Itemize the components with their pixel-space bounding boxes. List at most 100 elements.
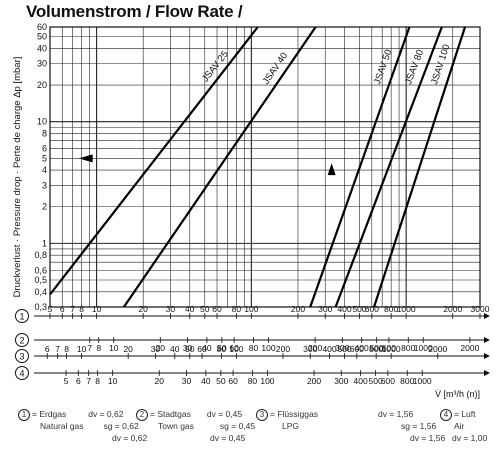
gas-1-name-en: Natural gas — [40, 421, 84, 431]
gas-2-name-en: Town gas — [158, 421, 194, 431]
scale-1-label-3000: 3000 — [471, 304, 490, 314]
scale-2-label-10: 10 — [109, 343, 119, 353]
gas-1-name-de: = Erdgas — [32, 409, 67, 420]
scale-3-label-8: 8 — [64, 344, 69, 354]
gas-4-name-de: = Luft — [454, 409, 476, 420]
legend-gas-4: 4 = Luft Air dv = 1,00 — [440, 409, 487, 444]
scale-1-label-300: 300 — [318, 304, 332, 314]
scale-1-label-500: 500 — [352, 304, 366, 314]
scale-4-label-400: 400 — [354, 376, 368, 386]
scale-2-label-80: 80 — [249, 343, 259, 353]
scale-3-label-600: 600 — [350, 344, 364, 354]
scale-3-label-60: 60 — [197, 344, 207, 354]
scale-2-label-40: 40 — [202, 343, 212, 353]
gas-3-sg: sg = 1,56 — [401, 421, 437, 431]
series-line-1 — [49, 26, 259, 296]
plot-frame — [49, 26, 481, 308]
scale-2-label-1000: 1000 — [414, 343, 433, 353]
y-tick-label-1: 1 — [42, 238, 47, 248]
scale-4-label-10: 10 — [108, 376, 118, 386]
scale-4-label-50: 50 — [216, 376, 226, 386]
scale-3-label-1000: 1000 — [382, 344, 401, 354]
scale-4-circle — [15, 366, 29, 380]
gas-4-circle: 4 — [440, 409, 452, 421]
scale-1-label-6: 6 — [60, 304, 65, 314]
scale-2-label-300: 300 — [335, 343, 349, 353]
gas-3-name-en: LPG — [282, 421, 300, 431]
scale-1-number: 1 — [19, 312, 24, 322]
scale-4-label-40: 40 — [201, 376, 211, 386]
scale-4-label-200: 200 — [307, 376, 321, 386]
y-tick-label-40: 40 — [37, 43, 47, 53]
y-tick-label-5: 5 — [42, 153, 47, 163]
y-tick-label-30: 30 — [37, 59, 47, 69]
y-tick-label-4: 4 — [42, 165, 47, 175]
scale-1-label-200: 200 — [291, 304, 305, 314]
scale-1-circle — [15, 309, 29, 323]
scale-4-arrowhead — [484, 370, 490, 376]
scale-3-label-20: 20 — [123, 344, 133, 354]
legend-gas-3: 3 = Flüssiggas dv = 1,56 LPG sg = 1,56 dv =… — [256, 409, 445, 444]
scale-2-circle — [15, 333, 29, 347]
chart-title: Volumenstrom / Flow Rate / — [26, 2, 243, 21]
scale-1-label-40: 40 — [185, 304, 195, 314]
gas-4-name-en: Air — [454, 421, 465, 431]
scale-3-label-200: 200 — [276, 344, 290, 354]
scale-2-label-8: 8 — [96, 343, 101, 353]
gas-2-dv: dv = 0,45 — [206, 409, 243, 420]
scale-4-label-500: 500 — [369, 376, 383, 386]
annotation-arrow-1 — [78, 154, 93, 163]
gas-1-sg: sg = 0,62 — [103, 421, 139, 431]
scale-3-label-500: 500 — [337, 344, 351, 354]
scale-4-label-6: 6 — [76, 376, 81, 386]
scale-3-label-7: 7 — [55, 344, 60, 354]
scale-4-label-5: 5 — [64, 376, 69, 386]
y-tick-label-0-5: 0,5 — [34, 275, 47, 285]
flow-rate-chart: 0,30,40,50,60,81234568102030405060Druckv… — [12, 22, 490, 399]
series-line-4 — [334, 26, 443, 308]
scale-4-label-300: 300 — [334, 376, 348, 386]
gas-1-dv: dv = 0,62 — [88, 409, 124, 420]
gas-2-sg: sg = 0,45 — [219, 421, 256, 431]
scale-4-label-1000: 1000 — [413, 376, 432, 386]
legend-gas-1: 1 = Erdgas dv = 0,62 Natural gas sg = 0,62 … — [18, 409, 147, 444]
scale-1-label-10: 10 — [92, 304, 102, 314]
y-tick-label-6: 6 — [42, 144, 47, 154]
y-tick-label-0-3: 0,3 — [34, 302, 47, 312]
scale-4-label-7: 7 — [86, 376, 91, 386]
scale-3-label-400: 400 — [322, 344, 336, 354]
scale-1-label-600: 600 — [365, 304, 379, 314]
scale-2-arrowhead — [484, 337, 490, 343]
scale-1-label-30: 30 — [166, 304, 176, 314]
scale-3-label-800: 800 — [369, 344, 383, 354]
scale-2-label-400: 400 — [355, 343, 369, 353]
y-tick-label-8: 8 — [42, 128, 47, 138]
scale-3-label-2000: 2000 — [428, 344, 447, 354]
gas-2-circle: 2 — [136, 409, 148, 421]
scale-3-arrowhead — [484, 353, 490, 359]
y-tick-label-0-4: 0,4 — [34, 287, 47, 297]
scale-1-label-1000: 1000 — [397, 304, 416, 314]
scale-1-label-80: 80 — [232, 304, 242, 314]
scale-2-number: 2 — [19, 336, 24, 346]
scale-3-label-300: 300 — [303, 344, 317, 354]
gas-2-name-de: = Stadtgas — [150, 409, 191, 420]
gas-2-d: dv = 0,45 — [210, 432, 246, 443]
gas-3-circle: 3 — [256, 409, 268, 421]
scale-3-label-30: 30 — [151, 344, 161, 354]
gas-4-d: dv = 1,00 — [452, 432, 488, 443]
scale-2-label-20: 20 — [156, 343, 166, 353]
scale-3-label-10: 10 — [77, 344, 87, 354]
annotation-arrow-2 — [327, 163, 336, 176]
scale-1-label-100: 100 — [244, 304, 258, 314]
scale-2-label-30: 30 — [183, 343, 193, 353]
gas-1-d: dv = 0,62 — [112, 432, 148, 443]
scale-4-label-8: 8 — [95, 376, 100, 386]
scale-2-label-600: 600 — [382, 343, 396, 353]
scale-1-label-400: 400 — [337, 304, 351, 314]
legend-gas-2: 2 = Stadtgas dv = 0,45 Town gas sg = 0,45 d… — [136, 409, 255, 444]
scale-1-label-8: 8 — [79, 304, 84, 314]
gas-1-circle: 1 — [18, 409, 30, 421]
scale-2-label-7: 7 — [87, 343, 92, 353]
y-tick-label-20: 20 — [37, 80, 47, 90]
